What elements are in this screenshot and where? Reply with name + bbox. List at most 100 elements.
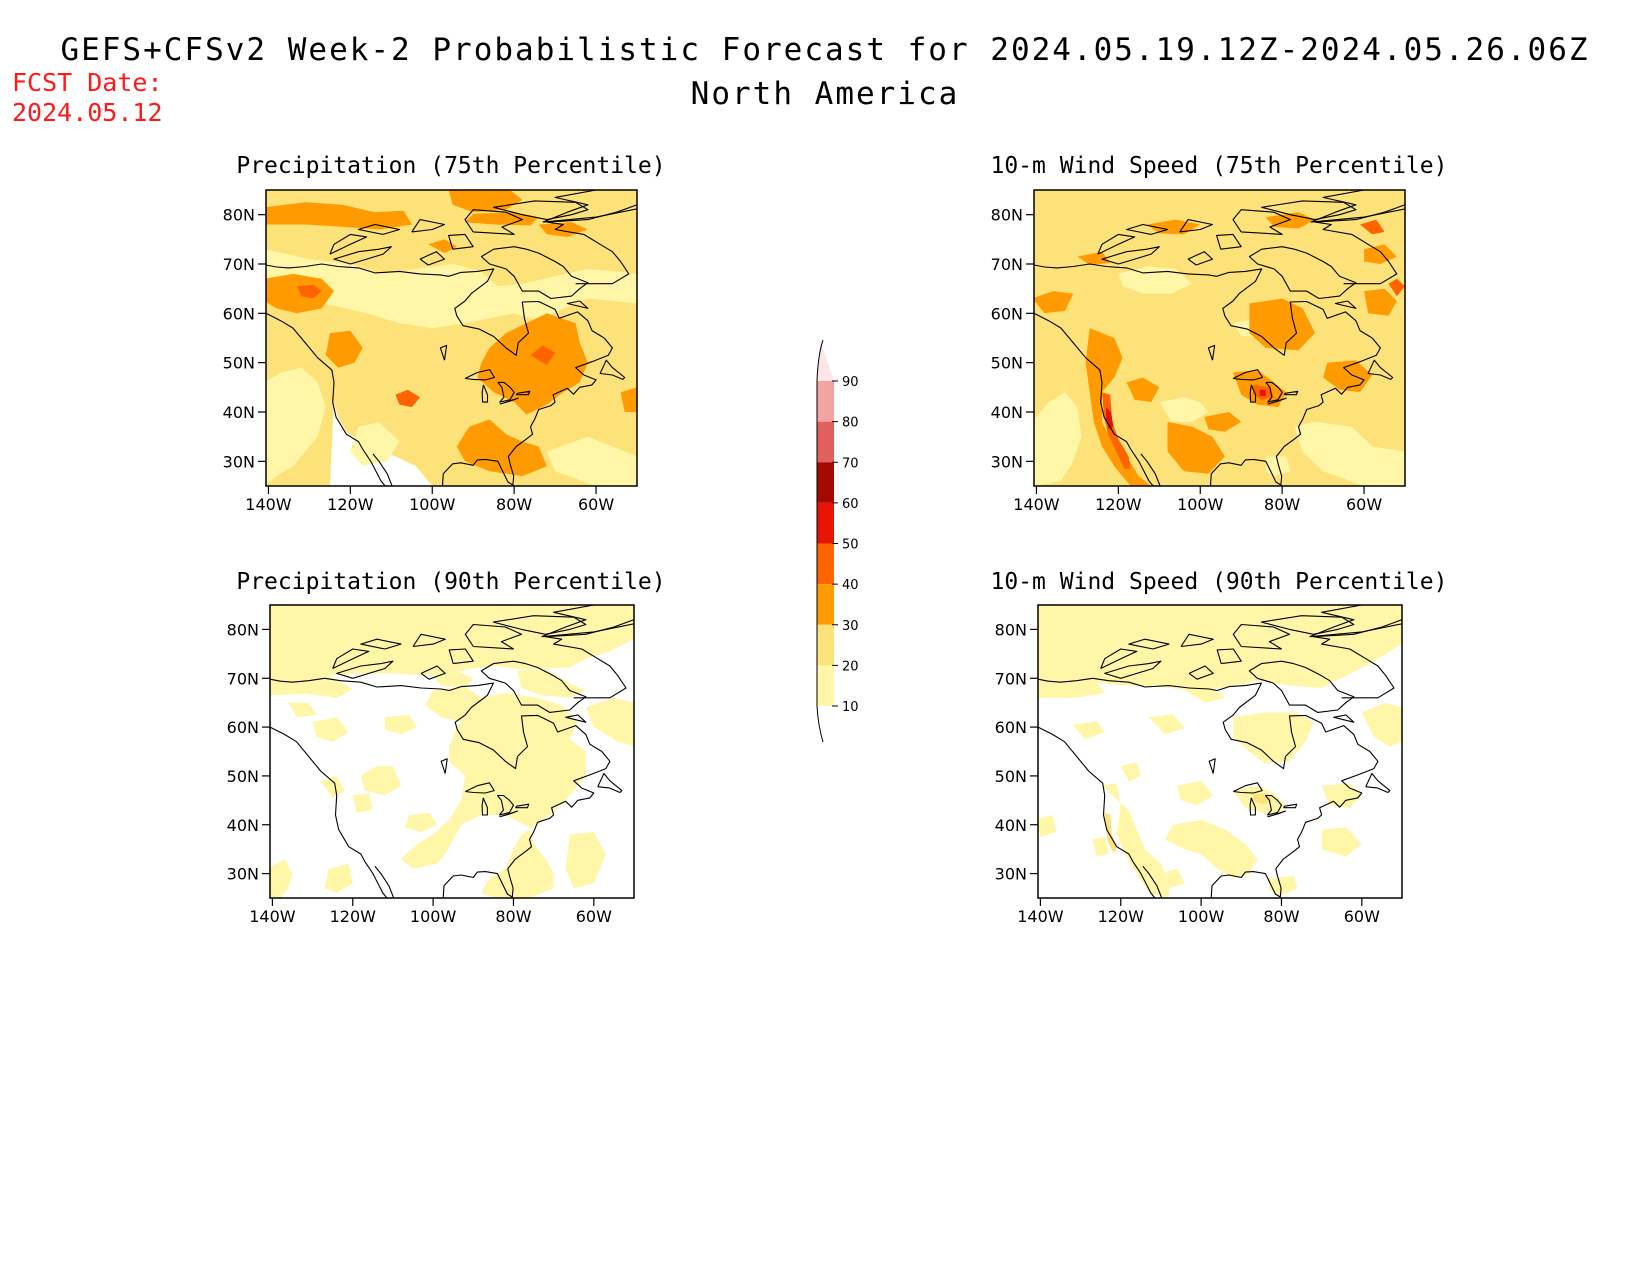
coastline bbox=[493, 200, 589, 221]
coastline bbox=[1216, 233, 1242, 250]
coastline bbox=[1334, 300, 1357, 309]
probability-area bbox=[465, 212, 539, 226]
colorbar-label: 50 bbox=[842, 538, 859, 553]
probability-area bbox=[1120, 762, 1141, 782]
coastline bbox=[448, 648, 474, 665]
colorbar-swatch bbox=[817, 381, 834, 422]
coastline bbox=[566, 300, 589, 309]
coastline bbox=[1232, 623, 1291, 650]
panel-title: Precipitation (90th Percentile) bbox=[236, 569, 665, 595]
coastline bbox=[1140, 453, 1161, 486]
probability-area bbox=[1177, 780, 1214, 806]
lon-tick-label: 120W bbox=[330, 907, 377, 926]
probability-area bbox=[1159, 397, 1209, 422]
colorbar-label: 10 bbox=[842, 700, 859, 715]
probability-area bbox=[1034, 392, 1082, 486]
coastline bbox=[439, 344, 448, 361]
coastline bbox=[1249, 797, 1256, 816]
coastline bbox=[497, 381, 515, 403]
panel-wind-90: 10-m Wind Speed (90th Percentile) 80N 70N… bbox=[991, 569, 1448, 926]
lat-tick-label: 50N bbox=[227, 767, 259, 786]
coastline bbox=[1313, 619, 1402, 699]
probability-area bbox=[1265, 456, 1291, 477]
colorbar-swatch bbox=[817, 624, 834, 666]
coastline bbox=[546, 204, 637, 285]
main-title: GEFS+CFSv2 Week-2 Probabilistic Forecast… bbox=[60, 32, 1590, 68]
lon-tick-label: 100W bbox=[410, 907, 457, 926]
lon-tick-label: 140W bbox=[245, 495, 292, 514]
lat-tick-label: 80N bbox=[227, 620, 259, 639]
coastline bbox=[565, 714, 587, 723]
probability-area bbox=[325, 330, 363, 368]
colorbar-label: 30 bbox=[842, 619, 859, 634]
lat-tick-label: 40N bbox=[223, 403, 255, 422]
probability-area bbox=[270, 858, 293, 898]
coastline bbox=[270, 726, 388, 898]
lat-tick-label: 30N bbox=[227, 865, 259, 884]
coastline bbox=[270, 677, 611, 898]
probability-area bbox=[448, 190, 523, 213]
lat-tick-label: 30N bbox=[995, 865, 1027, 884]
coastline bbox=[1248, 246, 1357, 300]
coastline bbox=[1309, 605, 1402, 638]
colorbar: 90 80 70 60 50 40 30 20 10 bbox=[816, 339, 859, 743]
probability-area bbox=[1269, 876, 1298, 896]
lon-tick-label: 80W bbox=[1263, 907, 1299, 926]
lon-tick-label: 60W bbox=[576, 907, 612, 926]
coastline bbox=[329, 233, 368, 255]
probability-area bbox=[1167, 421, 1225, 474]
lat-tick-label: 80N bbox=[223, 206, 255, 225]
coastline bbox=[1333, 714, 1355, 723]
lon-tick-label: 60W bbox=[1346, 495, 1382, 514]
lon-tick-label: 120W bbox=[1095, 495, 1142, 514]
probability-area bbox=[312, 717, 349, 742]
lon-tick-label: 140W bbox=[1013, 495, 1060, 514]
panel-title: 10-m Wind Speed (90th Percentile) bbox=[991, 569, 1448, 595]
lat-tick-label: 60N bbox=[227, 718, 259, 737]
probability-area bbox=[1038, 605, 1402, 691]
colorbar-label: 80 bbox=[842, 416, 859, 431]
lon-tick-label: 100W bbox=[1178, 907, 1225, 926]
colorbar-swatch bbox=[817, 665, 834, 706]
coastline bbox=[1314, 204, 1405, 285]
coastline bbox=[333, 246, 392, 265]
coastline bbox=[499, 810, 519, 818]
probability-area bbox=[433, 670, 474, 688]
coastline bbox=[360, 638, 402, 650]
coastline bbox=[1264, 794, 1283, 816]
fcst-date-value: 2024.05.12 bbox=[12, 98, 163, 127]
lat-tick-label: 30N bbox=[223, 452, 255, 471]
lat-tick-label: 30N bbox=[991, 452, 1023, 471]
coastline bbox=[464, 623, 523, 650]
colorbar-label: 70 bbox=[842, 456, 859, 471]
lon-tick-label: 80W bbox=[1264, 495, 1300, 514]
coastline bbox=[1265, 381, 1283, 403]
colorbar-swatch bbox=[817, 502, 834, 544]
probability-area bbox=[428, 239, 457, 254]
coastline bbox=[1248, 660, 1355, 713]
coastline bbox=[1101, 246, 1160, 265]
probability-area bbox=[1204, 412, 1242, 432]
probability-area bbox=[620, 387, 637, 412]
coastline bbox=[336, 660, 394, 679]
coastline bbox=[1128, 638, 1170, 650]
probability-area bbox=[1321, 827, 1362, 857]
lat-tick-label: 40N bbox=[991, 403, 1023, 422]
probability-area bbox=[1038, 627, 1077, 645]
lat-tick-label: 40N bbox=[227, 816, 259, 835]
lon-tick-label: 100W bbox=[409, 495, 456, 514]
coastline bbox=[1207, 344, 1216, 361]
lon-tick-label: 120W bbox=[1098, 907, 1145, 926]
probability-area bbox=[395, 389, 420, 408]
probability-area bbox=[266, 273, 334, 314]
coastline bbox=[499, 397, 519, 405]
colorbar-swatch bbox=[817, 584, 834, 625]
coastline bbox=[1267, 397, 1287, 405]
lon-tick-label: 140W bbox=[249, 907, 296, 926]
probability-area bbox=[1160, 868, 1185, 889]
probability-area bbox=[1118, 266, 1193, 294]
lat-tick-label: 60N bbox=[223, 304, 255, 323]
lat-tick-label: 50N bbox=[223, 354, 255, 373]
colorbar-label: 90 bbox=[842, 375, 859, 390]
coastline bbox=[1179, 219, 1214, 233]
